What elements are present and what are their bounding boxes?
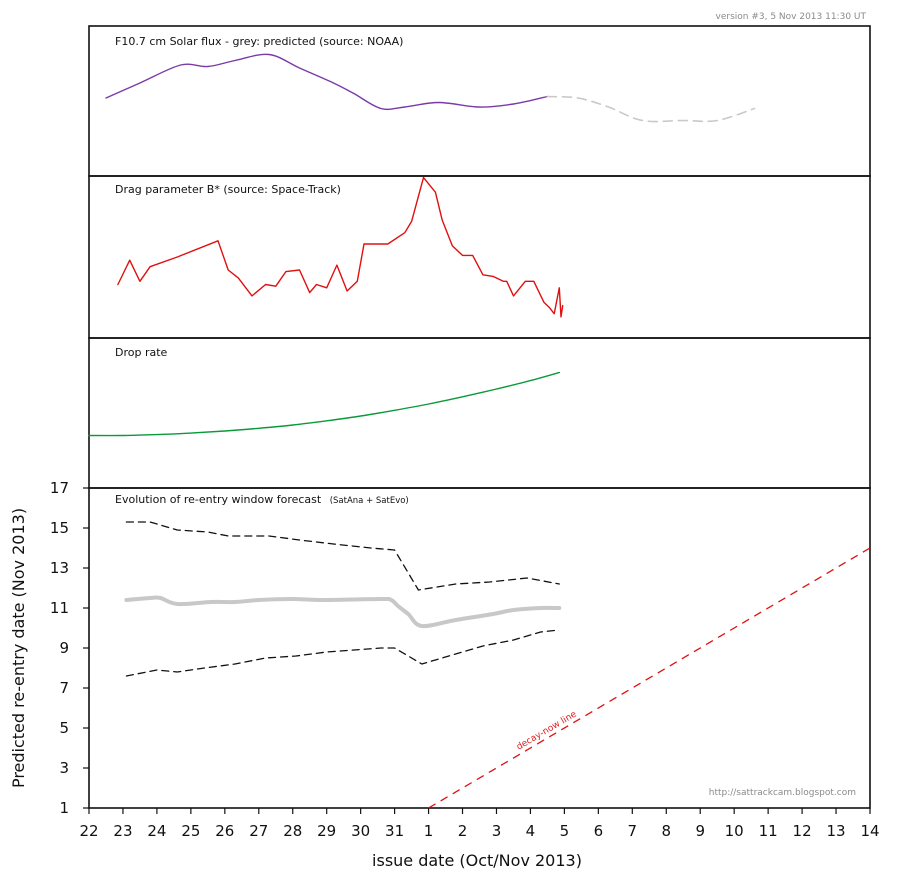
version-note: version #3, 5 Nov 2013 11:30 UT [716, 12, 867, 22]
x-tick-label: 30 [351, 822, 370, 840]
x-tick-label: 29 [317, 822, 336, 840]
y-tick-label: 15 [50, 519, 69, 537]
x-tick-label: 3 [492, 822, 502, 840]
x-tick-label: 10 [725, 822, 744, 840]
x-tick-label: 31 [385, 822, 404, 840]
drop-rate-title: Drop rate [115, 346, 168, 359]
predicted-center-line [124, 595, 562, 629]
x-tick-label: 6 [594, 822, 604, 840]
drop-rate-line [88, 371, 560, 437]
drop-rate-panel: Drop rate [88, 337, 871, 489]
y-tick-label: 9 [59, 639, 69, 657]
y-tick-label: 13 [50, 559, 69, 577]
x-tick-label: 24 [147, 822, 166, 840]
x-tick-label: 12 [793, 822, 812, 840]
x-tick-label: 28 [283, 822, 302, 840]
x-tick-label: 23 [113, 822, 132, 840]
x-tick-label: 26 [215, 822, 234, 840]
series-layer [88, 53, 871, 809]
x-tick-label: 7 [628, 822, 638, 840]
x-tick-label: 9 [695, 822, 705, 840]
solar-flux-observed-line [105, 53, 549, 111]
decay-now-line [428, 547, 871, 809]
bstar-line [117, 176, 564, 318]
solar-flux-title: F10.7 cm Solar flux - grey: predicted (s… [115, 35, 403, 48]
solar-flux-predicted-line [546, 95, 756, 123]
x-tick-label: 2 [458, 822, 468, 840]
lower-bound-line [125, 629, 560, 677]
solar-flux-panel: F10.7 cm Solar flux - grey: predicted (s… [88, 25, 871, 177]
solar-flux-frame [88, 25, 871, 177]
reentry-window-frame [88, 487, 871, 809]
x-tick-label: 1 [424, 822, 434, 840]
x-tick-label: 5 [560, 822, 570, 840]
y-tick-label: 11 [50, 599, 69, 617]
x-tick-label: 14 [860, 822, 879, 840]
y-axis-label: Predicted re-entry date (Nov 2013) [9, 508, 28, 788]
y-tick-label: 1 [59, 799, 69, 817]
upper-bound-line [125, 521, 560, 591]
svg-text:Evolution of re-entry window f: Evolution of re-entry window forecast (S… [115, 493, 409, 506]
decay-line-label: decay-now line [515, 709, 579, 752]
x-tick-label: 8 [661, 822, 671, 840]
x-tick-label: 11 [759, 822, 778, 840]
x-tick-label: 27 [249, 822, 268, 840]
x-tick-label: 25 [181, 822, 200, 840]
x-tick-label: 13 [826, 822, 845, 840]
y-tick-label: 3 [59, 759, 69, 777]
credit-link: http://sattrackcam.blogspot.com [709, 788, 856, 798]
drag-parameter-frame [88, 175, 871, 339]
reentry-window-title: Evolution of re-entry window forecast [115, 493, 322, 506]
axis-ticks: 22 23 24 25 26 27 28 29 30 31 1 2 3 4 5 6 7 8 9 10 11 12 13 141… [50, 479, 880, 840]
x-tick-label: 4 [526, 822, 536, 840]
y-tick-label: 7 [59, 679, 69, 697]
x-axis-label: issue date (Oct/Nov 2013) [372, 851, 582, 870]
reentry-window-subtitle: (SatAna + SatEvo) [330, 496, 409, 506]
reentry-window-panel: Evolution of re-entry window forecast (S… [88, 487, 871, 809]
y-tick-label: 17 [50, 479, 69, 497]
drag-parameter-panel: Drag parameter B* (source: Space-Track) [88, 175, 871, 339]
y-tick-label: 5 [59, 719, 69, 737]
x-tick-label: 22 [79, 822, 98, 840]
drag-parameter-title: Drag parameter B* (source: Space-Track) [115, 183, 341, 196]
drop-rate-frame [88, 337, 871, 489]
